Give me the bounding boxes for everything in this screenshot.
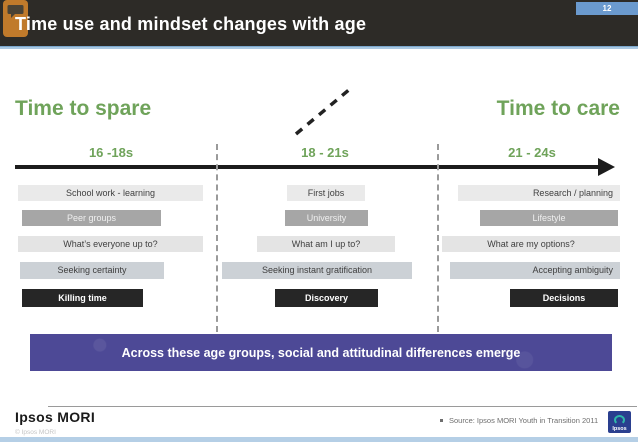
- ipsos-logo: Ipsos: [608, 411, 631, 433]
- box-peer-groups: Peer groups: [22, 210, 161, 226]
- box-university: University: [285, 210, 368, 226]
- speech-bubble-logo-icon: [3, 0, 28, 37]
- ipsos-logo-label: Ipsos: [612, 426, 627, 432]
- box-whats-everyone-up-to: What’s everyone up to?: [18, 236, 203, 252]
- time-to-care-heading: Time to care: [496, 97, 620, 120]
- copyright-text: © Ipsos MORI: [15, 429, 56, 436]
- header-divider: [0, 46, 638, 49]
- box-decisions: Decisions: [510, 289, 618, 307]
- bullet-icon: [440, 419, 443, 422]
- box-seeking-certainty: Seeking certainty: [20, 262, 164, 279]
- time-to-spare-heading: Time to spare: [15, 97, 152, 120]
- ipsos-swirl-icon: [614, 415, 625, 425]
- box-school-work: School work - learning: [18, 185, 203, 201]
- column-divider-2: [437, 144, 439, 332]
- slide-title: Time use and mindset changes with age: [15, 14, 367, 34]
- box-what-are-my-options: What are my options?: [442, 236, 620, 252]
- summary-banner: Across these age groups, social and atti…: [30, 334, 612, 371]
- box-lifestyle: Lifestyle: [480, 210, 618, 226]
- box-first-jobs: First jobs: [287, 185, 365, 201]
- bottom-accent-band: [0, 437, 638, 442]
- age-group-label-21-24: 21 - 24s: [508, 145, 556, 160]
- column-divider-1: [216, 144, 218, 332]
- ipsos-mori-wordmark: Ipsos MORI: [15, 409, 96, 425]
- speech-bubble-glyph: [7, 5, 24, 18]
- slide-header-bar: [0, 0, 638, 46]
- slide-number-badge: 12: [576, 2, 638, 15]
- box-research-planning: Research / planning: [458, 185, 620, 201]
- age-group-label-18-21: 18 - 21s: [301, 145, 349, 160]
- timeline-axis-line: [15, 165, 600, 169]
- footer-divider: [48, 406, 637, 407]
- summary-banner-text: Across these age groups, social and atti…: [121, 345, 521, 360]
- box-killing-time: Killing time: [22, 289, 143, 307]
- box-accepting-ambiguity: Accepting ambiguity: [450, 262, 620, 279]
- dashed-annotation-line: [294, 87, 352, 136]
- box-what-am-i-up-to: What am I up to?: [257, 236, 395, 252]
- source-line: Source: Ipsos MORI Youth in Transition 2…: [440, 416, 598, 425]
- box-seeking-instant-gratification: Seeking instant gratification: [222, 262, 412, 279]
- box-discovery: Discovery: [275, 289, 378, 307]
- source-text: Source: Ipsos MORI Youth in Transition 2…: [449, 416, 599, 425]
- age-group-label-16-18: 16 -18s: [88, 145, 134, 160]
- timeline-arrowhead-icon: [598, 158, 615, 176]
